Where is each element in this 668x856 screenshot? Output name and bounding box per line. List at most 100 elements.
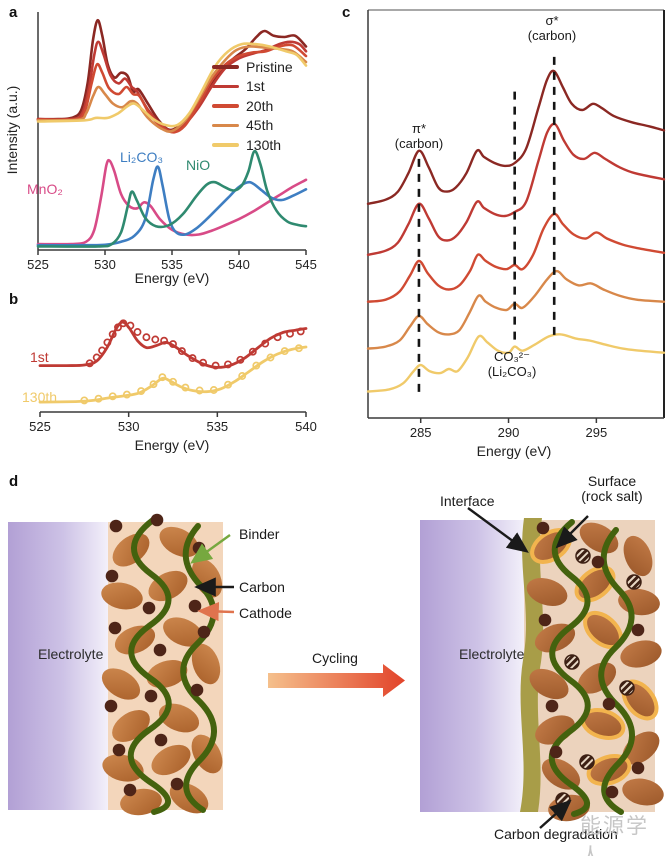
binder-label: Binder [239,526,280,542]
surface-label-line2: (rock salt) [581,488,643,504]
data-marker-130th [169,377,177,386]
data-marker-130th [80,396,89,405]
panel-a-y-axis-label: Intensity (a.u.) [4,85,20,175]
data-marker-1st [199,358,208,367]
carbon-degradation-label: Carbon degradation [494,826,618,842]
data-marker-1st [236,355,245,364]
data-marker-130th [181,383,190,392]
x-tick-label: 530 [118,419,140,434]
surface-label: Surface (rock salt) [567,474,657,504]
data-marker-1st [188,354,197,363]
li2co3-reference-label: Li₂CO₃ [120,149,164,165]
data-marker-130th [195,386,204,395]
degraded-carbon-particles [555,548,642,808]
legend-item-130th: 130th [212,135,293,155]
data-marker-1st [126,321,135,330]
data-marker-130th [238,372,247,380]
series-curve-130th [38,345,308,404]
panel-a-spectra-chart: 525 530 535 540 545 [27,12,317,272]
surface-arrow [555,515,589,549]
electrolyte-label-right: Electrolyte [459,646,525,662]
surface-label-line1: Surface [587,473,637,489]
legend-swatch [212,84,239,88]
series-curve-1st [366,122,666,256]
legend-swatch [212,65,239,69]
data-marker-130th [294,344,303,353]
data-marker-1st [151,335,160,344]
series-curve-130th [366,333,666,393]
panel-c-spectra-chart: 285 290 295 [366,9,666,440]
x-tick-label: 530 [94,257,116,272]
carbonate-symbol: CO₃²⁻ [494,349,530,364]
legend-label: 20th [246,97,274,114]
cathode-arrow [197,601,235,622]
carbon-particles-cycled [536,521,645,799]
interface-arrow [467,507,529,553]
series-curve-45th [36,45,308,133]
data-marker-130th [252,361,261,370]
data-marker-130th [94,394,103,403]
legend-item-pristine: Pristine [212,57,293,77]
panel-label-d: d [9,473,19,490]
data-marker-130th [209,386,218,394]
panel-b-130th-label: 130th [22,389,58,405]
data-marker-1st [248,347,257,356]
data-marker-1st [142,333,151,342]
data-marker-130th [224,380,232,389]
cycled-electrode-schematic [420,507,664,829]
carbon-label: Carbon [239,579,285,595]
series-curve-NiO [36,149,308,248]
sigma-star-symbol: σ* [545,13,559,28]
series-curve-130th [36,42,308,128]
electrolyte-label-left: Electrolyte [38,646,104,662]
sigma-star-sub: (carbon) [527,28,577,43]
cycling-arrow [268,664,405,697]
data-marker-1st [224,360,232,369]
data-marker-130th [266,353,275,362]
data-marker-1st [286,329,294,338]
panel-c-x-axis-label: Energy (eV) [476,443,552,459]
legend-swatch [212,123,239,127]
x-tick-label: 535 [206,419,228,434]
cathode-label: Cathode [239,605,292,621]
data-marker-1st [133,328,142,336]
pi-star-symbol: π* [411,121,427,136]
data-marker-1st [114,323,122,332]
legend-item-20th: 20th [212,96,293,116]
data-marker-1st [296,327,305,336]
panel-label-a: a [9,4,18,21]
series-curve-Pristine [366,69,666,205]
electrolyte-region [8,522,108,810]
panel-a-x-axis-label: Energy (eV) [134,270,210,286]
data-marker-1st [85,359,94,368]
carbonate-sub: (Li₂CO₃) [487,364,537,379]
pi-star-annotation: π* (carbon) [374,121,464,151]
legend-swatch [212,143,239,147]
data-marker-1st [169,340,177,349]
mno2-reference-label: MnO₂ [27,181,63,197]
panel-b-1st-label: 1st [30,349,49,365]
x-tick-label: 525 [27,257,49,272]
data-marker-1st [108,330,117,339]
binder-squiggles-cycled [548,519,635,817]
data-marker-1st [119,319,128,328]
cycling-label: Cycling [312,650,358,666]
panel-d-schematic [8,507,664,829]
data-marker-130th [280,347,289,356]
data-marker-130th [122,390,131,399]
panel-a-legend: Pristine 1st 20th 45th 130th [212,57,293,155]
data-marker-130th [158,373,167,382]
panel-label-c: c [342,4,351,21]
series-curve-45th [366,269,666,350]
legend-label: 45th [246,117,274,134]
panel-label-b: b [9,291,19,308]
nio-reference-label: NiO [186,157,211,173]
legend-item-45th: 45th [212,116,293,136]
data-marker-1st [103,338,112,347]
x-tick-label: 540 [295,419,317,434]
pi-star-sub: (carbon) [394,136,444,151]
series-curve-20th [366,212,666,303]
carbon-degradation-arrow [539,799,572,829]
data-marker-1st [273,333,282,342]
